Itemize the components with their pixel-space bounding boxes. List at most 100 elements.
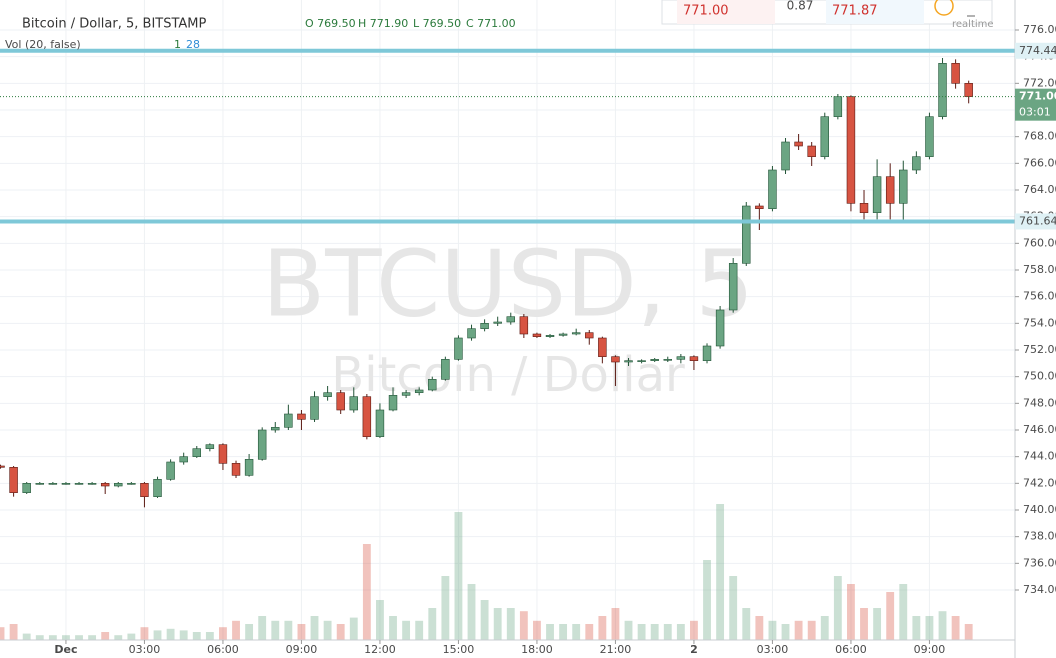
y-tick-label: 746.00 <box>1023 423 1056 436</box>
ohlc-close: C 771.00 <box>466 17 516 30</box>
level-label: 774.44 <box>1019 44 1056 57</box>
volume-bar <box>899 584 908 640</box>
candle-body <box>166 461 175 480</box>
volume-bar <box>310 616 319 640</box>
ohlc-low: L 769.50 <box>413 17 461 30</box>
candle-body <box>794 141 803 147</box>
candle-body <box>336 392 345 411</box>
volume-bar <box>219 627 227 640</box>
volume-bar <box>663 624 672 640</box>
y-tick-label: 776.00 <box>1023 23 1056 36</box>
candle-body <box>676 356 686 360</box>
candle-body <box>571 332 581 335</box>
candle-body <box>768 169 777 209</box>
candle-body <box>467 328 476 339</box>
x-tick-label: 12:00 <box>364 643 396 656</box>
candle-body <box>153 479 162 497</box>
candle-body <box>179 456 188 463</box>
volume-bar <box>833 576 842 640</box>
candle-body <box>218 444 228 464</box>
candle-body <box>231 463 241 476</box>
volume-bar <box>807 620 816 640</box>
volume-bar <box>245 624 254 640</box>
volume-bar <box>62 635 70 640</box>
volume-bar <box>75 635 83 640</box>
volume-bar <box>964 624 973 640</box>
volume-bar <box>362 544 371 640</box>
volume-bar <box>742 608 751 640</box>
volume-title: Vol (20, false) <box>5 38 81 51</box>
candle-body <box>310 396 319 420</box>
candle-body <box>493 321 502 324</box>
volume-bar <box>755 616 764 640</box>
y-tick-label: 738.00 <box>1023 530 1056 543</box>
candle-body <box>702 345 712 361</box>
x-tick-label: 21:00 <box>600 643 632 656</box>
ask-box <box>826 0 924 24</box>
volume-bar <box>886 592 895 640</box>
volume-bar <box>480 600 489 640</box>
volume-bar <box>519 611 528 640</box>
y-tick-label: 756.00 <box>1023 290 1056 303</box>
candle-body <box>362 396 372 437</box>
candle-body <box>22 483 31 493</box>
candle-body <box>192 448 201 457</box>
candle-body <box>454 337 463 360</box>
y-tick-label: 764.00 <box>1023 183 1056 196</box>
volume-bar <box>781 624 790 640</box>
volume-bar <box>860 608 868 640</box>
volume-bar <box>598 616 607 640</box>
candle-body <box>885 176 895 204</box>
volume-bar <box>794 620 803 640</box>
candle-body <box>545 335 555 337</box>
candle-body <box>781 141 790 171</box>
volume-bar <box>323 620 332 640</box>
x-tick-label: 15:00 <box>443 643 475 656</box>
x-tick-label: 09:00 <box>914 643 946 656</box>
volume-bar <box>402 620 411 640</box>
volume-bar <box>140 627 149 640</box>
watermark-name: Bitcoin / Dollar <box>331 347 685 403</box>
y-tick-label: 754.00 <box>1023 316 1056 329</box>
candle-body <box>48 483 58 485</box>
volume-bar <box>624 620 633 640</box>
candle-body <box>728 263 738 311</box>
volume-bar <box>716 504 725 640</box>
candle-body <box>401 392 411 396</box>
candle-body <box>820 116 829 157</box>
candle-body <box>0 465 5 468</box>
volume-bar <box>847 584 855 640</box>
ask-price: 771.87 <box>832 4 878 19</box>
y-tick-label: 772.00 <box>1023 76 1056 89</box>
candle-body <box>257 429 267 460</box>
volume-bar <box>166 628 175 640</box>
candle-body <box>297 413 306 420</box>
candle-body <box>323 392 332 397</box>
spread: 0.87 <box>787 0 814 13</box>
volume-bar <box>271 620 280 640</box>
x-tick-label: 09:00 <box>286 643 318 656</box>
info-icon[interactable] <box>934 0 954 16</box>
volume-bar <box>192 632 201 640</box>
volume-bar <box>88 635 97 640</box>
y-tick-label: 734.00 <box>1023 583 1056 596</box>
candle-body <box>205 444 215 449</box>
volume-bar <box>415 620 424 640</box>
volume-bar <box>376 600 384 640</box>
candle-body <box>689 356 699 361</box>
volume-bar <box>284 620 293 640</box>
volume-bar <box>22 633 31 640</box>
volume-bar <box>533 620 541 640</box>
y-tick-label: 768.00 <box>1023 130 1056 143</box>
volume-bar <box>820 616 829 640</box>
candle-body <box>519 316 529 335</box>
candle-body <box>951 63 960 84</box>
volume-bar <box>572 624 581 640</box>
last-price-label: 771.00 <box>1019 90 1056 103</box>
candle-body <box>585 332 594 339</box>
volume-bar <box>9 624 18 640</box>
candle-body <box>414 389 424 393</box>
volume-bar <box>153 630 162 640</box>
candle-body <box>388 395 398 411</box>
